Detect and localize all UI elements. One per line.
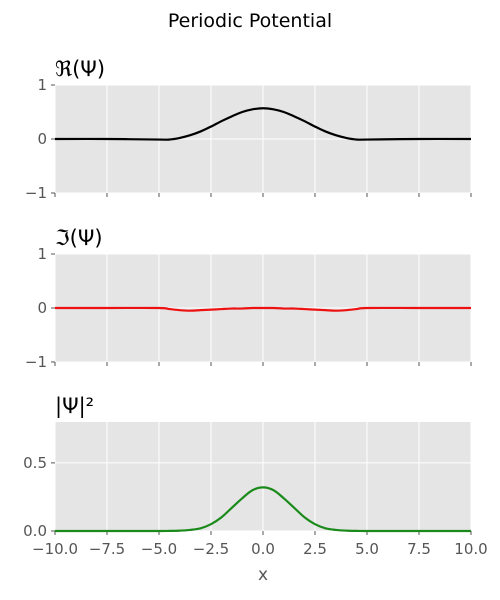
x-tick-label: 7.5 bbox=[407, 540, 431, 558]
series-line-3-1 bbox=[55, 486, 471, 533]
y-tick-label: 1 bbox=[37, 245, 47, 263]
subplot-1: −1 0 1 ℜ(Ψ) bbox=[25, 57, 472, 202]
x-tick-label: 2.5 bbox=[303, 540, 327, 558]
figure-suptitle: Periodic Potential bbox=[168, 10, 332, 32]
series-line-1-1 bbox=[54, 107, 472, 141]
x-tick-label: −10.0 bbox=[32, 540, 78, 558]
y-tick-label: 0.5 bbox=[23, 454, 47, 472]
x-tick-label: −2.5 bbox=[193, 540, 229, 558]
y-tick-label: −1 bbox=[25, 353, 47, 371]
y-tick-label: 1 bbox=[37, 76, 47, 94]
x-tick-label: −5.0 bbox=[141, 540, 177, 558]
x-tick-label: 0.0 bbox=[251, 540, 275, 558]
subplots: −1 0 1 ℜ(Ψ) −1 0 1 ℑ(Ψ) −10.0 −7.5 −5.0 −2.5 0.0 2.5 5… bbox=[23, 57, 488, 558]
subplot-3: −10.0 −7.5 −5.0 −2.5 0.0 2.5 5.0 7.5 10.0 0.0 0.5 |… bbox=[23, 394, 488, 558]
subplot-title: ℜ(Ψ) bbox=[55, 57, 105, 81]
x-tick-label: 10.0 bbox=[454, 540, 487, 558]
series-line-2-1 bbox=[54, 306, 471, 312]
y-tick-label: −1 bbox=[25, 184, 47, 202]
x-tick-label: −7.5 bbox=[89, 540, 125, 558]
y-tick-label: 0 bbox=[37, 130, 47, 148]
subplot-title: |Ψ|² bbox=[55, 394, 94, 419]
x-tick-label: 5.0 bbox=[355, 540, 379, 558]
subplot-2: −1 0 1 ℑ(Ψ) bbox=[25, 226, 472, 371]
x-axis-label: x bbox=[258, 565, 268, 585]
y-tick-label: 0.0 bbox=[23, 522, 47, 540]
y-tick-label: 0 bbox=[37, 299, 47, 317]
subplot-title: ℑ(Ψ) bbox=[55, 226, 103, 250]
